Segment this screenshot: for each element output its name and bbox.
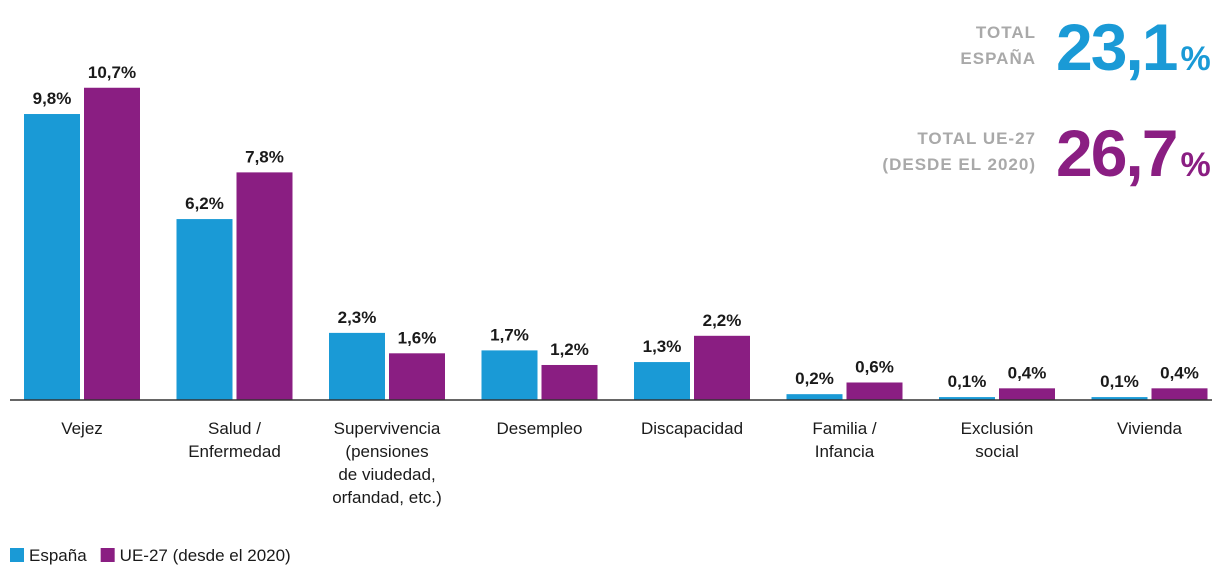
bar [634,362,690,400]
x-tick-label: Infancia [815,442,875,461]
total-number: 23,1 [1056,10,1177,84]
x-tick-label: Supervivencia [334,419,441,438]
value-label: 0,1% [1100,372,1139,391]
value-label: 0,2% [795,369,834,388]
bar [939,397,995,400]
x-tick-label: Enfermedad [188,442,281,461]
total-unit: % [1180,40,1210,78]
total-label: (DESDE EL 2020) [882,155,1036,174]
total-label: ESPAÑA [960,48,1036,68]
x-tick-label: Vejez [61,419,103,438]
value-label: 10,7% [88,63,136,82]
bar [24,114,80,400]
total-value: 26,7% [1056,116,1211,190]
value-label: 2,3% [338,308,377,327]
total-value: 23,1% [1056,10,1211,84]
bar [1151,388,1208,400]
value-label: 1,2% [550,340,589,359]
x-tick-label: Familia / [812,419,877,438]
total-unit: % [1180,146,1210,184]
bar [846,382,903,400]
value-label: 0,4% [1008,363,1047,382]
total-label: TOTAL [976,23,1036,42]
x-tick-label: Vivienda [1117,419,1182,438]
value-label: 7,8% [245,147,284,166]
x-tick-label: de viudedad, [338,465,435,484]
value-label: 0,1% [948,372,987,391]
value-label: 1,3% [643,337,682,356]
x-tick-label: Exclusión [961,419,1034,438]
x-tick-label: (pensiones [345,442,428,461]
bar [329,332,385,400]
total-label: TOTAL UE-27 [917,129,1036,148]
legend-swatch [100,548,115,562]
bar [541,364,598,400]
x-tick-label: social [975,442,1018,461]
x-tick-label: orfandad, etc.) [332,488,442,507]
bar [694,335,750,400]
x-tick-label: Desempleo [497,419,583,438]
bar [786,394,843,400]
legend-label: UE-27 (desde el 2020) [120,546,291,565]
total-number: 26,7 [1056,116,1176,190]
bar [999,388,1055,400]
bar [176,219,233,400]
x-tick-label: Salud / [208,419,261,438]
value-label: 9,8% [33,89,72,108]
legend-swatch [10,548,24,562]
legend-label: España [29,546,87,565]
x-tick-label: Discapacidad [641,419,743,438]
bar [84,87,140,400]
bar [236,172,293,400]
bar [1091,397,1148,400]
value-label: 1,6% [398,328,437,347]
bar [481,350,538,400]
value-label: 6,2% [185,194,224,213]
value-label: 0,4% [1160,363,1199,382]
value-label: 2,2% [703,311,742,330]
value-label: 1,7% [490,325,529,344]
value-label: 0,6% [855,357,894,376]
bar [389,353,445,400]
